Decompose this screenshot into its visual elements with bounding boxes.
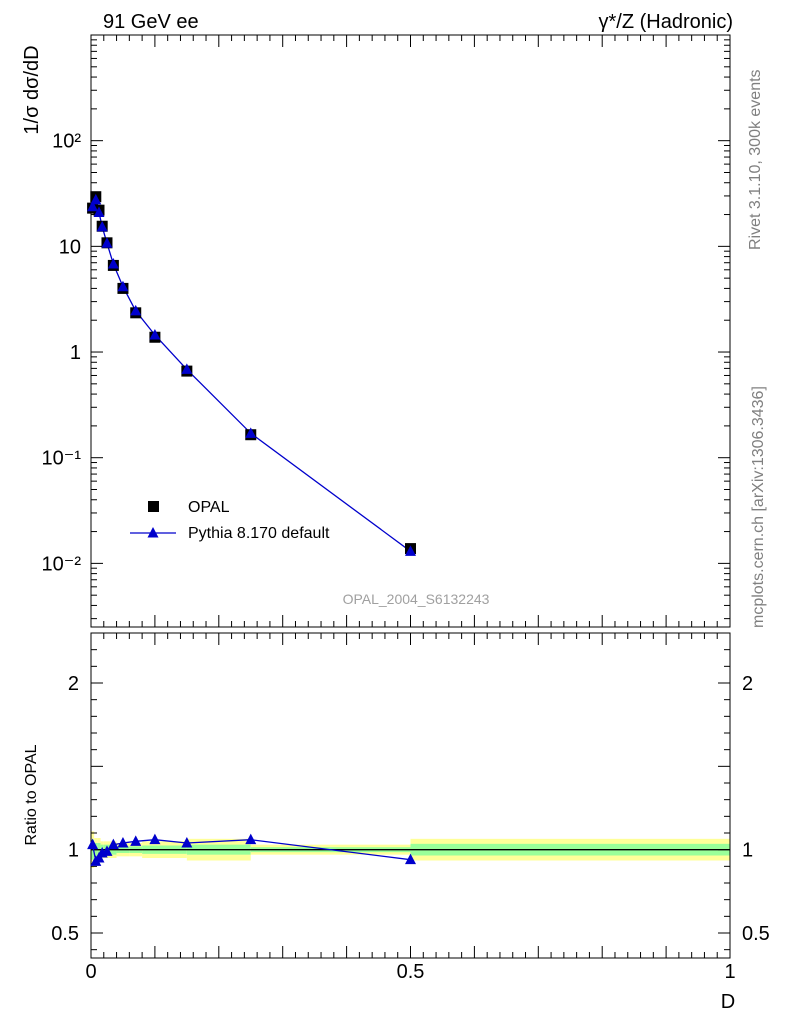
ratio-x-tick-label: 1 <box>724 961 735 983</box>
mc-point <box>405 545 416 556</box>
main-y-tick-label: 10² <box>52 131 81 153</box>
ratio-y-tick-label-right: 2 <box>742 673 753 695</box>
main-y-tick-label: 1 <box>70 342 81 364</box>
legend: OPAL Pythia 8.170 default <box>130 499 330 542</box>
ratio-frame <box>90 632 731 959</box>
mc-point <box>107 258 119 269</box>
header-left: 91 GeV ee <box>103 11 199 33</box>
ratio-y-tick-label: 1 <box>68 840 79 862</box>
mc-point <box>245 427 257 438</box>
main-panel: 10⁻² 10⁻¹ 1 10 10² <box>42 34 731 628</box>
header-right: γ*/Z (Hadronic) <box>599 11 733 33</box>
rivet-version-label: Rivet 3.1.10, 300k events <box>747 69 764 250</box>
main-frame <box>90 34 731 628</box>
mcplots-source-label: mcplots.cern.ch [arXiv:1306.3436] <box>750 386 767 628</box>
main-y-axis-label: 1/σ dσ/dD <box>21 45 43 134</box>
ratio-mc-point <box>149 833 161 845</box>
mc-point <box>93 206 105 218</box>
analysis-watermark: OPAL_2004_S6132243 <box>343 591 490 607</box>
ratio-y-ticks: 0.5 0.5 1 1 2 2 <box>51 649 770 951</box>
ratio-mc-point <box>87 838 99 850</box>
mc-point <box>90 193 102 205</box>
main-y-tick-label: 10⁻² <box>42 553 82 575</box>
main-x-ticks <box>90 35 731 627</box>
mc-point <box>181 363 193 374</box>
ratio-y-tick-label: 2 <box>68 673 79 695</box>
ratio-y-axis-label: Ratio to OPAL <box>23 744 40 845</box>
ratio-data-marks <box>87 833 416 866</box>
ratio-x-tick-label: 0 <box>85 961 96 983</box>
ratio-mc-point <box>101 845 113 856</box>
mc-point <box>101 237 113 248</box>
mc-point <box>96 220 108 232</box>
mc-point <box>130 304 142 316</box>
ratio-mc-point <box>130 835 142 846</box>
x-axis-label: D <box>721 991 735 1013</box>
mc-point <box>117 280 129 292</box>
legend-data-marker <box>148 501 159 512</box>
ratio-y-tick-label-right: 0.5 <box>742 923 770 945</box>
main-y-ticks: 10⁻² 10⁻¹ 1 10 10² <box>42 34 730 620</box>
mc-point <box>149 328 161 340</box>
ratio-x-ticks: 0 0.5 1 <box>85 633 736 983</box>
mc-point <box>87 200 99 212</box>
ratio-mc-point <box>181 837 193 848</box>
ratio-mc-point <box>245 833 257 845</box>
ratio-mc-point <box>107 838 119 850</box>
main-y-tick-label: 10 <box>59 236 81 258</box>
main-data-marks <box>87 191 416 556</box>
legend-mc-label: Pythia 8.170 default <box>188 525 330 542</box>
ratio-mc-point <box>405 853 416 865</box>
mc-line <box>92 197 411 552</box>
legend-data-label: OPAL <box>188 499 230 516</box>
legend-mc-marker <box>147 527 159 538</box>
ratio-y-tick-label-right: 1 <box>742 840 753 862</box>
ratio-y-tick-label: 0.5 <box>51 923 79 945</box>
main-y-tick-label: 10⁻¹ <box>42 448 82 470</box>
ratio-panel: 0.5 0.51 12 2 0 0.5 1 <box>51 632 770 983</box>
ratio-mc-point <box>117 837 129 848</box>
ratio-x-tick-label: 0.5 <box>397 961 425 983</box>
